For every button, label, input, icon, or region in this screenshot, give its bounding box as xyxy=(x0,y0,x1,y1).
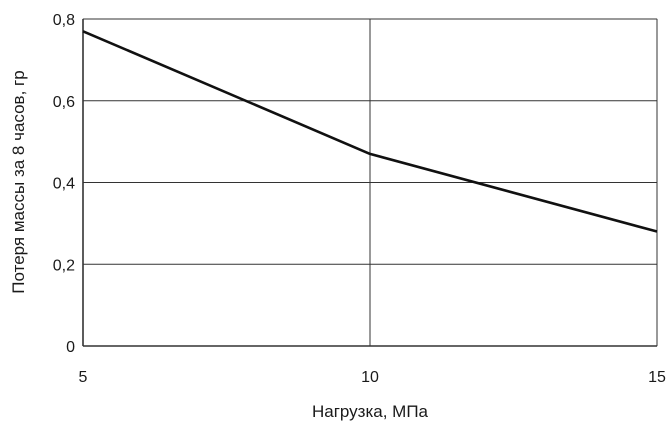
x-axis-label: Нагрузка, МПа xyxy=(312,402,429,421)
y-axis-label: Потеря массы за 8 часов, гр xyxy=(9,70,28,293)
y-tick-label: 0,2 xyxy=(53,257,75,274)
x-axis-ticks: 5 10 15 xyxy=(79,369,666,386)
y-axis-ticks: 0 0,2 0,4 0,6 0,8 xyxy=(53,12,75,356)
x-tick-label: 10 xyxy=(361,369,379,386)
grid xyxy=(82,18,658,347)
y-tick-label: 0,8 xyxy=(53,12,75,29)
series-layer xyxy=(82,30,658,233)
y-tick-label: 0,6 xyxy=(53,94,75,111)
series-line xyxy=(82,30,658,233)
x-tick-label: 15 xyxy=(648,369,666,386)
x-tick-label: 5 xyxy=(79,369,88,386)
y-tick-label: 0,4 xyxy=(53,176,75,193)
y-tick-label: 0 xyxy=(66,339,75,356)
